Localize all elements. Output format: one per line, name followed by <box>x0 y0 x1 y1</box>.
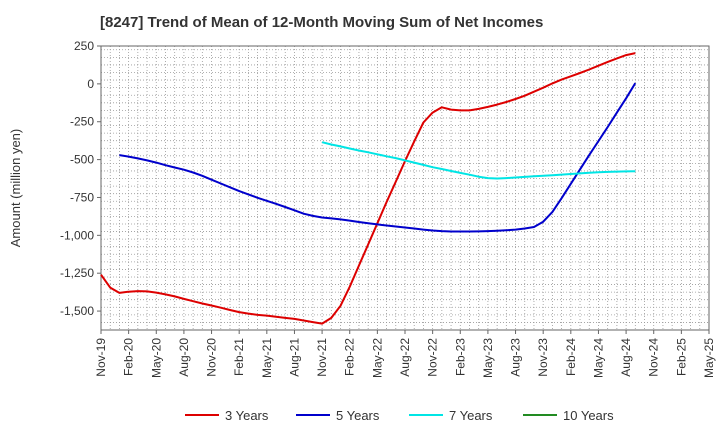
chart-title: [8247] Trend of Mean of 12-Month Moving … <box>100 14 544 31</box>
y-tick-label: 250 <box>74 39 94 53</box>
y-tick-label: 0 <box>87 77 94 91</box>
x-tick-label: Nov-24 <box>647 338 661 377</box>
x-tick-label: Aug-24 <box>619 338 633 377</box>
y-tick-label: -500 <box>70 153 94 167</box>
x-tick-label: Nov-20 <box>205 338 219 377</box>
series-line-7-years <box>321 141 636 180</box>
x-tick-label: May-25 <box>702 338 716 378</box>
x-tick-label: Nov-21 <box>315 338 329 377</box>
x-tick-label: Aug-23 <box>509 338 523 377</box>
x-tick-label: May-23 <box>481 338 495 378</box>
y-tick-label: -250 <box>70 115 94 129</box>
x-tick-label: May-20 <box>149 338 163 378</box>
x-tick-label: May-22 <box>370 338 384 378</box>
y-tick-label: -1,250 <box>60 266 94 280</box>
y-tick-label: -1,500 <box>60 304 94 318</box>
grid <box>100 46 710 331</box>
legend-label: 5 Years <box>336 408 380 423</box>
legend-label: 10 Years <box>563 408 614 423</box>
y-axis-label: Amount (million yen) <box>8 129 23 248</box>
legend-label: 7 Years <box>449 408 493 423</box>
x-axis-ticks: Nov-19 Feb-20 May-20 Aug-20 Nov-20 Feb-21 May-… <box>94 330 716 378</box>
x-tick-label: Aug-22 <box>398 338 412 377</box>
x-tick-label: Nov-22 <box>426 338 440 377</box>
series-line-5-years <box>119 82 637 233</box>
x-tick-label: Feb-20 <box>122 338 136 376</box>
x-tick-label: Nov-23 <box>536 338 550 377</box>
series <box>100 52 637 325</box>
x-tick-label: Aug-21 <box>287 338 301 377</box>
x-tick-label: Nov-19 <box>94 338 108 377</box>
y-axis-ticks: 250 0 -250 -500 -750 -1,000 -1,250 -1,500 <box>60 39 101 318</box>
y-tick-label: -750 <box>70 190 94 204</box>
x-tick-label: May-21 <box>260 338 274 378</box>
legend: 3 Years 5 Years 7 Years 10 Years <box>185 408 614 423</box>
y-tick-label: -1,000 <box>60 228 94 242</box>
x-tick-label: May-24 <box>591 338 605 378</box>
x-tick-label: Feb-21 <box>232 338 246 376</box>
x-tick-label: Feb-24 <box>564 338 578 376</box>
x-tick-label: Feb-25 <box>674 338 688 376</box>
series-line-3-years <box>100 52 636 325</box>
x-tick-label: Feb-23 <box>453 338 467 376</box>
legend-label: 3 Years <box>225 408 269 423</box>
x-tick-label: Aug-20 <box>177 338 191 377</box>
x-tick-label: Feb-22 <box>343 338 357 376</box>
